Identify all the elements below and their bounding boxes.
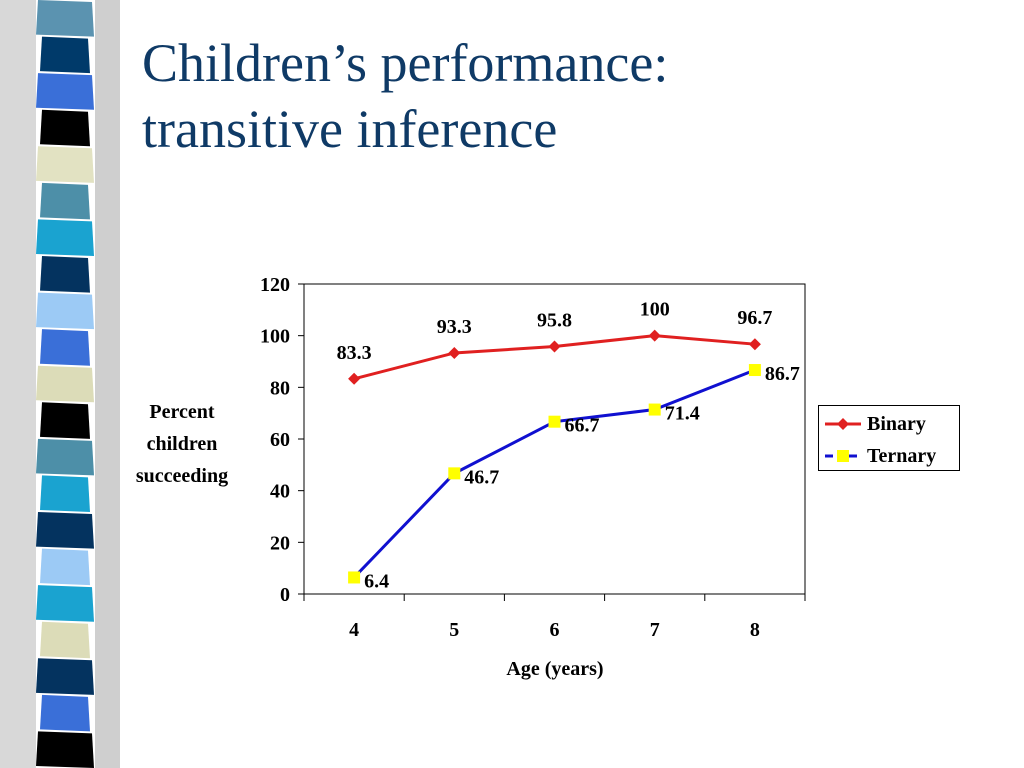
data-label-binary: 100 [640,299,670,321]
y-tick-label: 40 [270,481,290,503]
legend-label-ternary: Ternary [867,445,937,467]
x-tick-label: 6 [550,619,560,641]
legend-swatch-ternary [825,450,861,462]
x-tick-label: 4 [349,619,359,641]
x-tick-label: 5 [449,619,459,641]
data-point-ternary [348,571,361,584]
legend: Binary Ternary [818,405,960,471]
y-axis-title-line-2: children [146,433,218,455]
y-tick-label: 20 [270,532,290,554]
data-point-ternary [648,403,661,416]
strip-block [36,658,94,695]
strip-block [36,0,94,37]
y-tick-label: 60 [270,429,290,451]
y-tick-label: 120 [260,274,290,296]
data-point-binary [548,340,561,353]
data-label-binary: 93.3 [437,316,472,338]
series-line-ternary [353,368,756,579]
data-label-ternary: 46.7 [464,466,499,488]
strip-block [36,146,94,183]
strip-block [36,73,94,110]
data-point-ternary [448,467,461,480]
strip-block [40,182,90,220]
strip-block [40,694,90,732]
strip-block [40,402,90,439]
x-tick-label: 7 [650,619,660,641]
data-label-ternary: 6.4 [364,570,389,592]
strip-block [40,329,90,366]
x-axis: 4 5 6 7 8 [303,594,806,641]
x-axis-title: Age (years) [506,658,604,680]
y-axis-title-line-1: Percent [149,401,215,423]
data-point-binary [748,338,761,351]
decorative-side-strip [0,0,120,768]
slide-title-line-2: transitive inference [142,99,558,159]
x-tick-label: 8 [750,619,760,641]
slide-title: Children’s performance: transitive infer… [142,30,1002,162]
legend-label-binary: Binary [867,413,926,435]
strip-block [40,475,90,512]
strip-block [36,438,94,476]
data-point-binary [648,329,661,342]
legend-swatch-binary [825,418,861,430]
data-point-ternary [748,364,761,377]
strip-block [36,731,94,768]
data-label-binary: 95.8 [537,310,572,332]
data-point-binary [348,372,361,385]
legend-item-ternary: Ternary [825,443,957,469]
data-labels: 83.3 93.3 95.8 100 96.7 6.4 46.7 66.7 71.4 86.7 [337,299,800,593]
slide-title-line-1: Children’s performance: [142,33,669,93]
strip-block [40,548,90,586]
data-point-ternary [548,415,561,428]
strip-block [36,365,94,403]
data-point-binary [448,346,461,359]
y-axis: 0 20 40 60 80 100 120 [260,274,304,606]
y-tick-label: 100 [260,326,290,348]
strip-block [40,109,90,147]
y-tick-label: 0 [280,584,290,606]
strip-block [40,36,90,74]
data-label-ternary: 86.7 [765,363,800,385]
strip-block [36,512,94,549]
strip-block [40,256,90,293]
data-label-ternary: 71.4 [665,403,700,425]
legend-item-binary: Binary [825,411,957,437]
strip-block [36,219,94,256]
series-layer [348,329,761,584]
data-label-binary: 83.3 [337,342,372,364]
strip-block [40,621,90,659]
data-label-ternary: 66.7 [565,415,600,437]
y-axis-title: Percent children succeeding [118,396,246,492]
data-label-binary: 96.7 [737,307,772,329]
y-axis-title-line-3: succeeding [135,465,229,487]
strip-block [36,585,94,622]
y-tick-label: 80 [270,377,290,399]
strip-block [36,292,94,330]
